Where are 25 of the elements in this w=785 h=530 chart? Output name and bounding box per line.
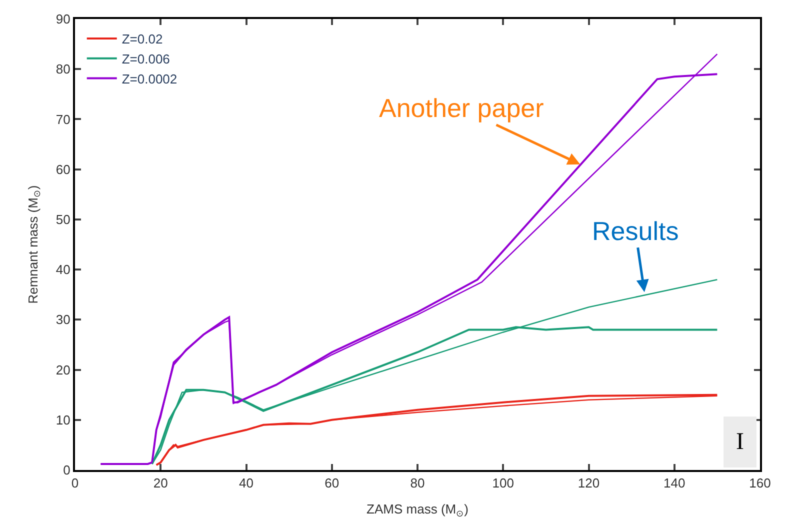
y-tick-label: 10 — [56, 412, 70, 428]
x-tick-label: 100 — [492, 476, 514, 491]
annotation: Results — [592, 216, 679, 246]
x-tick-label: 160 — [749, 476, 771, 491]
x-tick-label: 120 — [578, 476, 600, 491]
annotation: I — [736, 429, 744, 455]
legend-label: Z=0.0002 — [122, 71, 178, 86]
y-tick-label: 40 — [56, 262, 70, 278]
y-tick-label: 0 — [63, 462, 70, 478]
y-tick-label: 70 — [56, 112, 70, 127]
y-tick-label: 90 — [56, 12, 70, 27]
legend-label: Z=0.006 — [122, 51, 170, 66]
x-tick-label: 60 — [324, 476, 340, 491]
legend-label: Z=0.02 — [122, 32, 163, 47]
y-tick-label: 20 — [56, 362, 70, 378]
x-tick-label: 80 — [410, 476, 425, 491]
y-tick-label: 60 — [56, 162, 70, 177]
x-tick-label: 140 — [664, 476, 686, 491]
y-tick-label: 80 — [56, 62, 70, 77]
x-tick-label: 20 — [153, 476, 168, 491]
annotation: Another paper — [379, 93, 544, 123]
x-axis-title: ZAMS mass (M$_{⊙}$) — [366, 502, 468, 518]
y-tick-label: 50 — [56, 212, 70, 227]
x-tick-label: 40 — [239, 476, 254, 491]
y-tick-label: 30 — [56, 312, 70, 328]
